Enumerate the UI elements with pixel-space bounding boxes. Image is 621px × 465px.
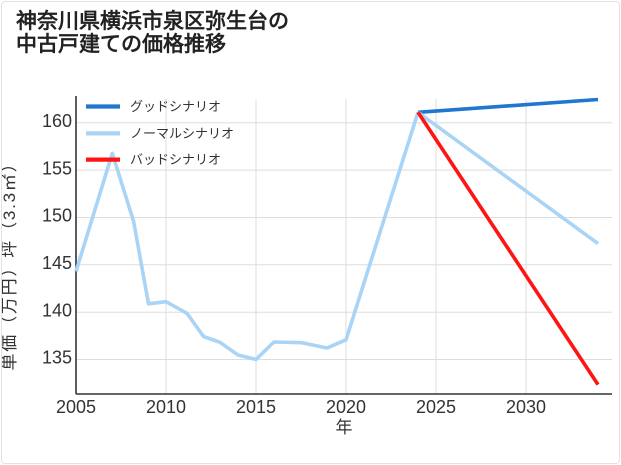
svg-text:単価（万円）坪（3.3㎡）: 単価（万円）坪（3.3㎡） — [2, 153, 19, 370]
svg-text:ノーマルシナリオ: ノーマルシナリオ — [130, 126, 234, 141]
svg-text:グッドシナリオ: グッドシナリオ — [130, 99, 221, 114]
svg-text:バッドシナリオ: バッドシナリオ — [130, 152, 221, 167]
svg-text:140: 140 — [42, 300, 72, 320]
svg-text:145: 145 — [42, 253, 72, 273]
svg-text:2010: 2010 — [146, 397, 186, 417]
svg-text:2020: 2020 — [326, 397, 366, 417]
svg-text:155: 155 — [42, 158, 72, 178]
svg-text:150: 150 — [42, 206, 72, 226]
svg-text:2015: 2015 — [236, 397, 276, 417]
svg-text:2005: 2005 — [56, 397, 96, 417]
svg-text:135: 135 — [42, 348, 72, 368]
svg-text:160: 160 — [42, 111, 72, 131]
svg-text:2030: 2030 — [506, 397, 546, 417]
svg-text:2025: 2025 — [416, 397, 456, 417]
svg-text:年: 年 — [336, 418, 353, 437]
